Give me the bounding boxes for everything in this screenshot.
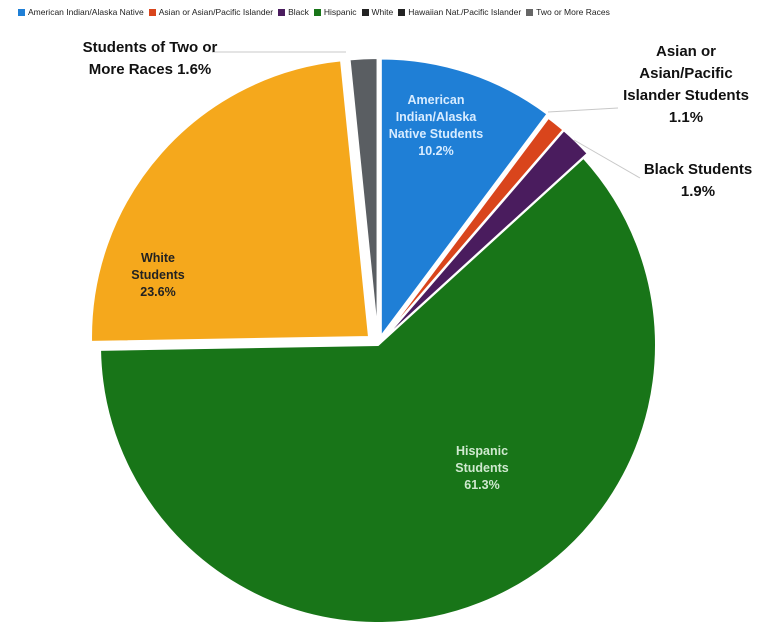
data-label-black: Black Students 1.9% <box>644 161 752 200</box>
legend-swatch <box>18 8 25 16</box>
data-label-line: Indian/Alaska <box>396 110 478 124</box>
legend-swatch <box>313 8 321 16</box>
legend-swatch <box>526 8 534 16</box>
legend-label: Two or More Races <box>536 7 610 17</box>
data-label-line: American <box>408 93 465 107</box>
pie-slice-hispanic <box>99 156 657 622</box>
legend-item: American Indian/Alaska Native <box>18 7 144 17</box>
legend-label: American Indian/Alaska Native <box>28 7 144 17</box>
data-label-line: 61.3% <box>464 478 499 492</box>
pie-slice-white <box>90 59 371 343</box>
data-label-line: Asian or <box>656 43 716 60</box>
data-label-line: 1.1% <box>669 109 703 126</box>
data-label-line: Islander Students <box>623 87 749 104</box>
legend-item: Black <box>278 7 309 17</box>
pie-slice-american-indian <box>379 57 549 340</box>
data-label-line: 23.6% <box>140 285 175 299</box>
legend-item: Asian or Asian/Pacific Islander <box>148 7 274 17</box>
pie-slice-two-or-more <box>348 57 379 337</box>
data-label-line: Hispanic <box>456 444 508 458</box>
data-label-line: White <box>141 251 175 265</box>
legend-label: White <box>371 7 394 17</box>
data-label-line: Students of Two or <box>83 39 218 56</box>
legend-label: Black <box>288 7 309 17</box>
data-label-line: Students <box>131 268 185 282</box>
leader-line-asian <box>547 107 619 113</box>
legend-item: Hispanic <box>313 7 357 17</box>
data-label-american-indian: American Indian/Alaska Native Students 10.2… <box>389 93 484 158</box>
legend-swatch <box>148 8 156 16</box>
legend-label: Hispanic <box>323 7 357 17</box>
data-label-hispanic: Hispanic Students 61.3% <box>455 444 509 492</box>
data-label-line: Native Students <box>389 127 484 141</box>
legend-swatch <box>278 8 286 16</box>
data-label-line: Black Students <box>644 161 752 178</box>
data-label-white: White Students 23.6% <box>131 251 185 299</box>
legend-swatch <box>398 8 406 16</box>
legend-label: Asian or Asian/Pacific Islander <box>158 7 274 17</box>
data-label-two-or-more: Students of Two or More Races 1.6% <box>83 39 218 78</box>
chart-legend: American Indian/Alaska Native Asian or As… <box>18 7 610 17</box>
data-label-asian: Asian or Asian/Pacific Islander Students 1.… <box>623 43 749 126</box>
legend-label: Hawaiian Nat./Pacific Islander <box>408 7 522 17</box>
legend-item: Two or More Races <box>526 7 610 17</box>
data-label-line: More Races 1.6% <box>89 61 212 78</box>
data-label-line: 10.2% <box>418 144 453 158</box>
data-label-line: 1.9% <box>681 183 715 200</box>
data-label-line: Asian/Pacific <box>639 65 732 82</box>
legend-swatch <box>361 8 369 16</box>
data-label-line: Students <box>455 461 509 475</box>
legend-item: Hawaiian Nat./Pacific Islander <box>398 7 521 17</box>
legend-item: White <box>361 7 394 17</box>
leader-line-black <box>573 139 641 179</box>
